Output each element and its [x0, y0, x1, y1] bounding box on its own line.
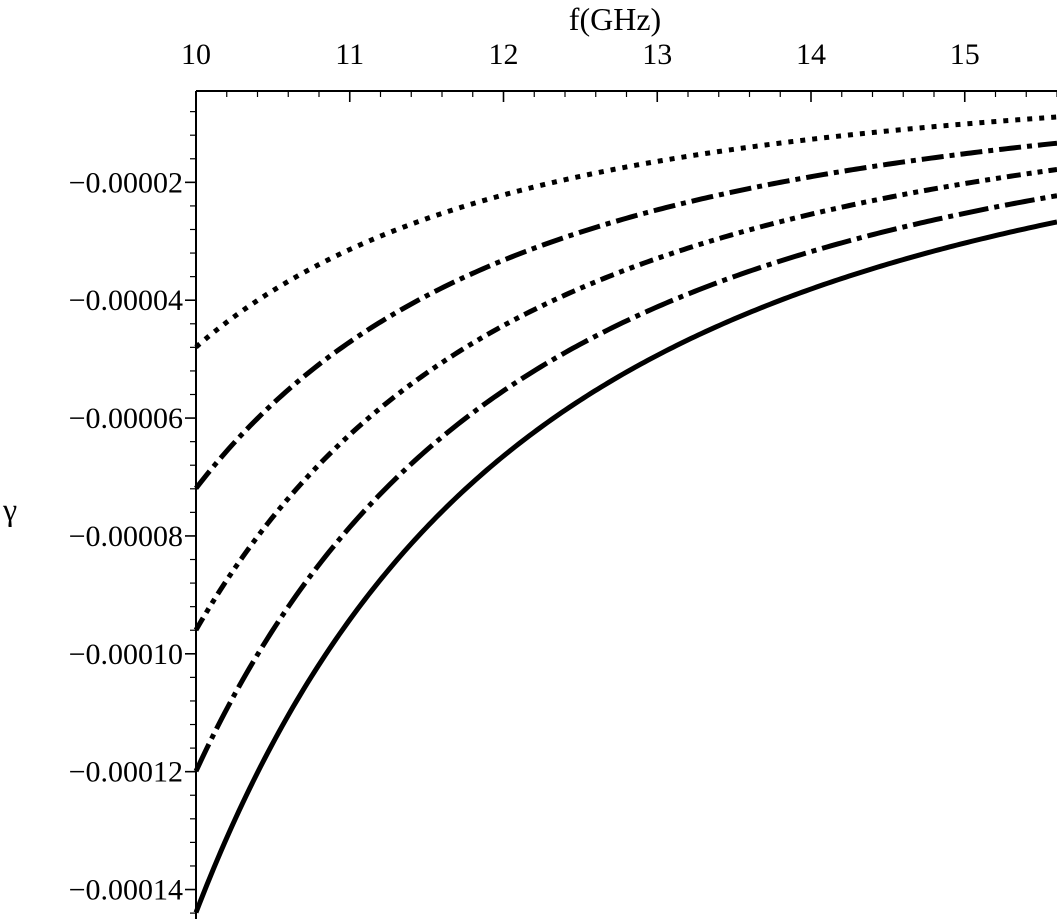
y-tick-label: −0.00014 — [69, 874, 183, 907]
x-tick-label: 12 — [489, 38, 519, 71]
y-tick-label: −0.00012 — [69, 756, 183, 789]
y-tick-label: −0.00010 — [69, 638, 183, 671]
x-tick-label: 15 — [950, 38, 980, 71]
series-line-dashed — [194, 140, 1057, 490]
series-line-solid — [193, 219, 1057, 914]
y-tick-label: −0.00006 — [69, 402, 183, 435]
x-tick-label: 10 — [181, 38, 211, 71]
x-tick-label: 11 — [335, 38, 364, 71]
series-line-long-dashed — [193, 193, 1057, 773]
series-line-dash-dot — [193, 166, 1057, 632]
y-tick-label: −0.00004 — [69, 284, 183, 317]
ticks-layer: 10 11 12 13 14 15 −0.00002 −0.00004 −0.00006 −0.0… — [69, 38, 1057, 914]
axes-layer — [195, 90, 1057, 919]
y-axis-title: γ — [2, 491, 17, 527]
x-axis-title: f(GHz) — [569, 1, 661, 37]
series-line-dotted — [194, 114, 1057, 349]
x-tick-label: 14 — [796, 38, 826, 71]
series-layer — [193, 114, 1057, 914]
x-tick-label: 13 — [642, 38, 672, 71]
y-tick-label: −0.00002 — [69, 166, 183, 199]
y-tick-label: −0.00008 — [69, 520, 183, 553]
